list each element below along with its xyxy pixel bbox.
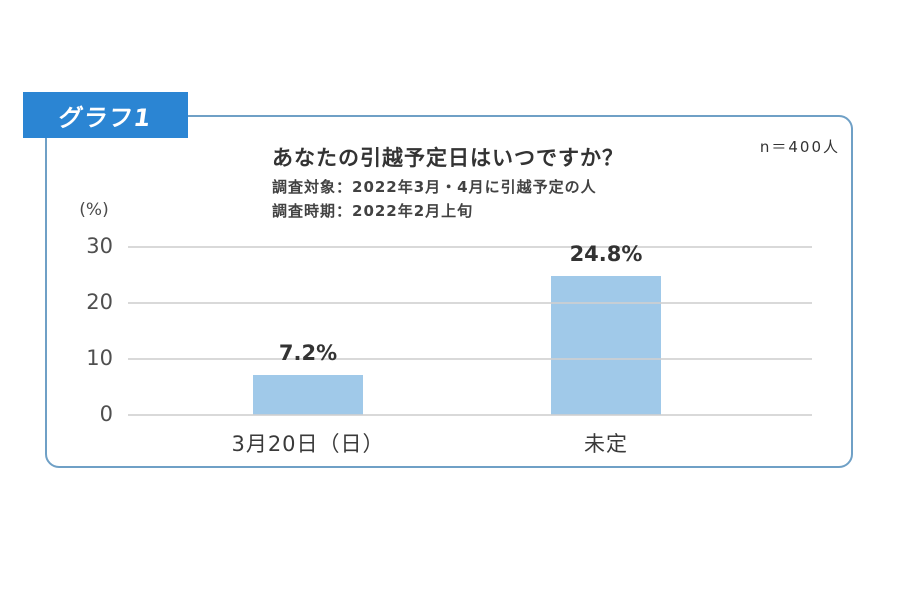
grid-line [128,302,812,304]
chart-panel [45,115,853,468]
y-tick-label: 10 [86,346,113,370]
y-tick-label: 0 [99,402,113,426]
survey-period-subtitle: 調査時期：2022年2月上旬 [272,202,474,220]
bar [551,276,661,415]
y-axis-unit-label: (%) [79,200,109,220]
graph-number-badge-label: グラフ1 [56,103,154,132]
y-tick-label: 20 [86,290,113,314]
plot-area [128,232,812,416]
bar [253,374,363,415]
grid-line [128,246,812,248]
y-tick-label: 30 [86,234,113,258]
chart-title: あなたの引越予定日はいつですか？ [272,146,624,170]
sample-size-label: n＝400人 [759,138,840,156]
survey-target-subtitle: 調査対象：2022年3月・4月に引越予定の人 [272,178,597,196]
grid-line [128,414,812,416]
bar-value-label: 7.2% [278,340,338,365]
x-category-label: 3月20日（日） [231,432,385,456]
x-category-label: 未定 [584,432,628,456]
grid-line [128,358,812,360]
graph-number-badge: グラフ1 [23,92,188,138]
bar-value-label: 24.8% [569,242,643,267]
